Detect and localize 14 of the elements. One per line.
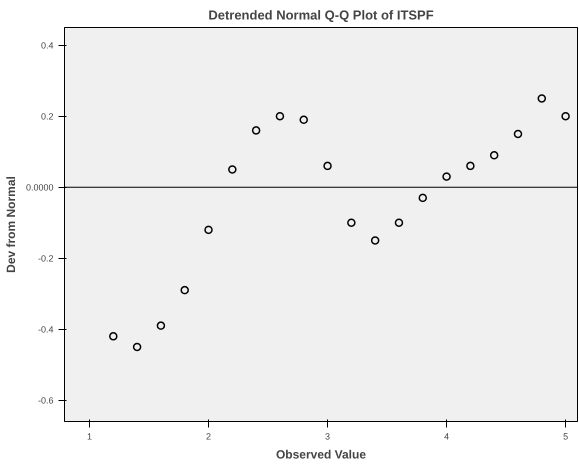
x-axis-title: Observed Value	[276, 448, 366, 462]
x-tick-label: 1	[86, 432, 92, 442]
y-tick-label: 0.2	[40, 112, 54, 122]
y-axis-title: Dev from Normal	[4, 176, 18, 273]
x-tick-label: 3	[325, 432, 330, 442]
y-tick-label: 0.0000	[26, 182, 54, 193]
y-tick-label: -0.6	[38, 396, 54, 406]
chart-title: Detrended Normal Q-Q Plot of ITSPF	[208, 8, 434, 22]
x-tick-label: 2	[206, 432, 212, 442]
y-tick-label: 0.4	[40, 40, 54, 51]
x-tick-label: 4	[444, 432, 450, 442]
y-tick-label: -0.4	[38, 324, 54, 335]
x-tick-label: 5	[563, 432, 568, 442]
y-tick-label: -0.2	[38, 254, 54, 264]
